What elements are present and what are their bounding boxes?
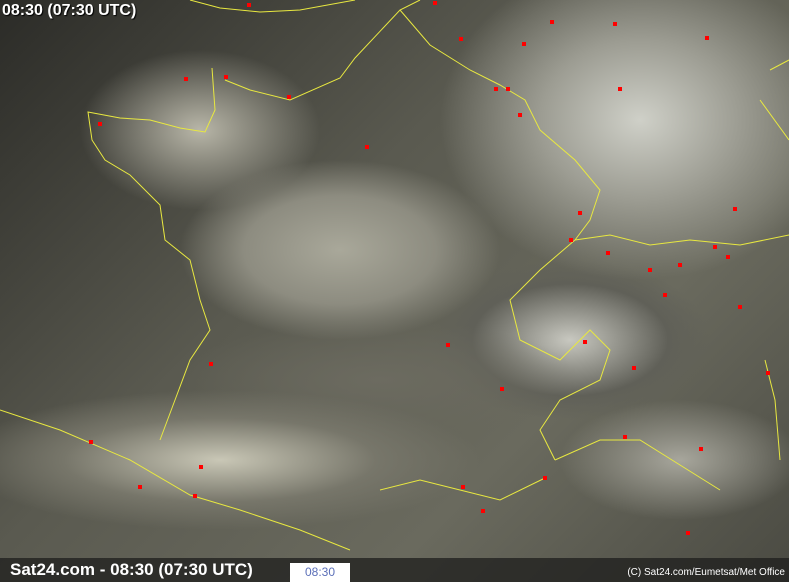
coastline-med-west <box>379 477 546 501</box>
city-marker <box>461 485 465 489</box>
city-marker <box>209 362 213 366</box>
city-marker <box>89 440 93 444</box>
city-marker <box>287 95 291 99</box>
city-marker <box>193 494 197 498</box>
city-marker <box>98 122 102 126</box>
city-marker <box>522 42 526 46</box>
city-marker <box>613 22 617 26</box>
footer-bar: Sat24.com - 08:30 (07:30 UTC) 08:30 (C) … <box>0 558 789 582</box>
city-marker <box>518 113 522 117</box>
city-marker <box>678 263 682 267</box>
city-marker <box>199 465 203 469</box>
city-marker <box>733 207 737 211</box>
city-marker <box>459 37 463 41</box>
city-marker <box>618 87 622 91</box>
city-marker <box>606 251 610 255</box>
city-marker <box>648 268 652 272</box>
city-marker <box>494 87 498 91</box>
city-marker <box>224 75 228 79</box>
city-marker <box>247 3 251 7</box>
city-marker <box>500 387 504 391</box>
city-marker <box>699 447 703 451</box>
city-marker <box>623 435 627 439</box>
city-marker <box>569 238 573 242</box>
city-marker <box>705 36 709 40</box>
city-marker <box>446 343 450 347</box>
city-marker <box>766 371 770 375</box>
city-marker <box>138 485 142 489</box>
credit-text: (C) Sat24.com/Eumetsat/Met Office <box>627 567 785 578</box>
city-marker <box>578 211 582 215</box>
city-marker <box>726 255 730 259</box>
coastline-north <box>224 0 421 101</box>
city-marker <box>663 293 667 297</box>
coastline-uk <box>189 0 356 13</box>
city-marker <box>583 340 587 344</box>
city-marker <box>738 305 742 309</box>
city-marker <box>481 509 485 513</box>
border-belgium <box>399 9 601 241</box>
timestamp-title: 08:30 (07:30 UTC) <box>2 2 137 19</box>
city-marker <box>550 20 554 24</box>
border-italy <box>759 59 789 461</box>
city-marker <box>543 476 547 480</box>
coastline-med <box>554 439 721 491</box>
border-pyrenees <box>0 409 351 551</box>
city-marker <box>506 87 510 91</box>
time-button[interactable]: 08:30 <box>290 563 350 582</box>
coastline-channel <box>87 67 216 441</box>
city-marker <box>365 145 369 149</box>
city-marker <box>433 1 437 5</box>
city-marker <box>184 77 188 81</box>
footer-title: Sat24.com - 08:30 (07:30 UTC) <box>10 560 253 579</box>
city-marker <box>686 531 690 535</box>
border-alps <box>509 239 611 461</box>
border-swiss <box>574 234 789 246</box>
city-marker <box>713 245 717 249</box>
city-marker <box>632 366 636 370</box>
